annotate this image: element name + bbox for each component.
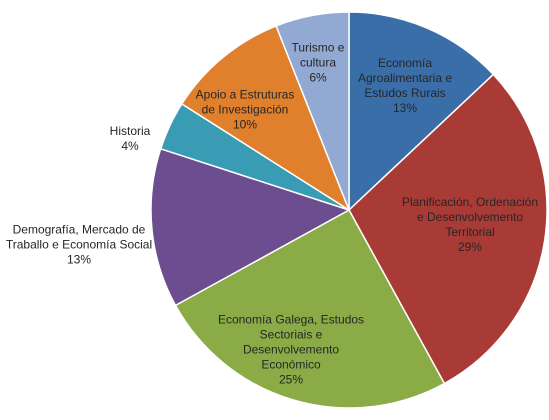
value-label: 6% [309,70,327,85]
value-label: 10% [232,117,258,132]
category-label: Turismo e cultura [291,40,345,70]
category-label: Apoio a Estruturas de Investigación [195,87,295,117]
category-label: Economía Agroalimentaria e Estudos Rurai… [357,56,453,100]
pie-slice [180,24,351,212]
data-label: Economía Agroalimentaria e Estudos Rurai… [340,56,470,116]
data-label: Planificación, Ordenación e Desenvolveme… [400,195,540,255]
category-label: Planificación, Ordenación e Desenvolveme… [401,195,539,239]
category-label: Economía Galega, Estudos Sectoriais e De… [217,312,365,372]
data-label: Turismo e cultura 6% [283,41,353,86]
pie-slice [348,73,548,385]
value-label: 13% [392,101,418,115]
value-label: 4% [121,139,139,153]
value-label: 29% [457,240,483,254]
data-label: Economía Galega, Estudos Sectoriais e De… [216,313,366,388]
data-label: Historia 4% [90,124,170,154]
value-label: 25% [278,372,304,387]
pie-slice [348,11,495,212]
pie-slice [150,147,351,307]
category-label: Historia [109,124,151,138]
value-label: 13% [66,252,92,267]
pie-slice [174,208,446,409]
data-label: Demografía, Mercado de Traballo e Econom… [0,223,164,268]
pie-slice [275,11,350,211]
data-label: Apoio a Estruturas de Investigación 10% [190,88,300,133]
category-label: Demografía, Mercado de Traballo e Econom… [5,222,153,252]
